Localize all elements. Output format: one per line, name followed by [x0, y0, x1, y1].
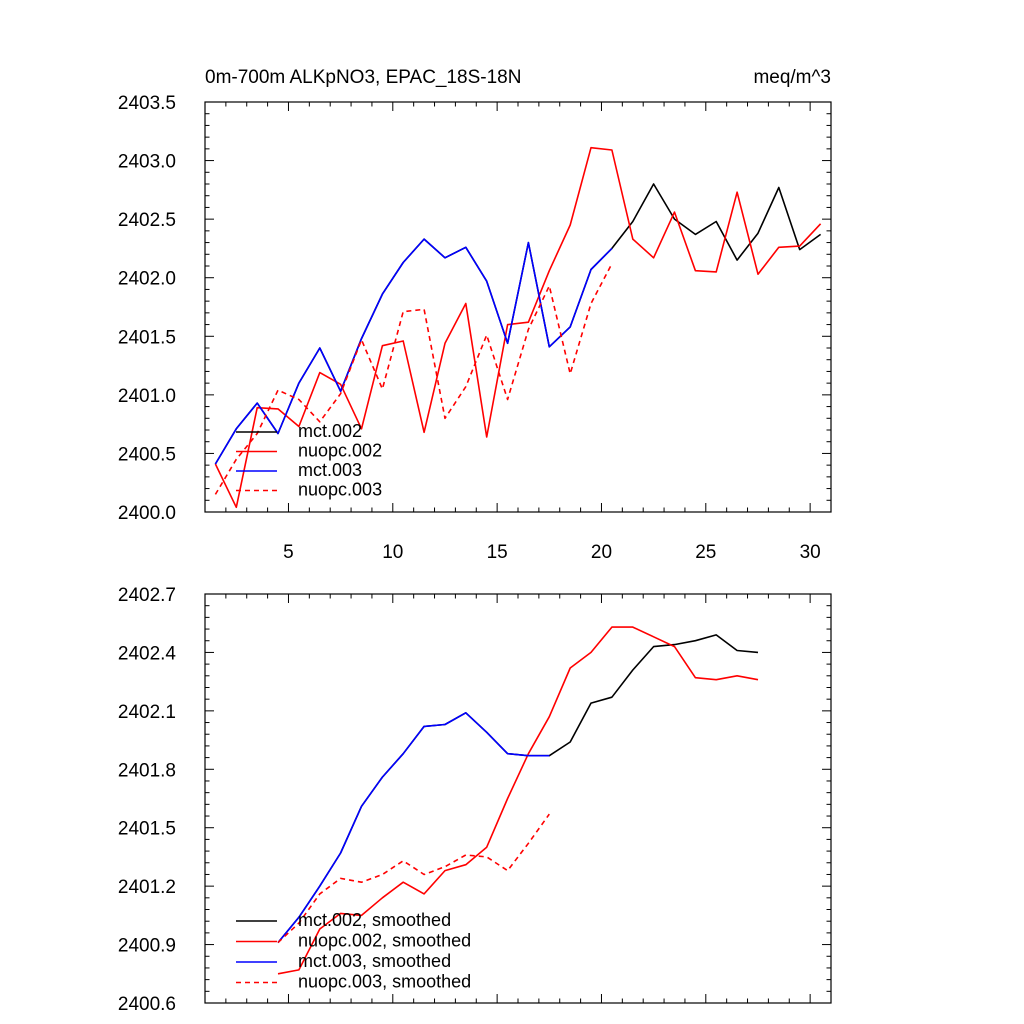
- legend-label: mct.002: [298, 421, 362, 441]
- y-tick-label: 2401.8: [118, 760, 176, 781]
- y-tick-label: 2402.4: [118, 643, 177, 664]
- legend-label: nuopc.003: [298, 480, 382, 500]
- y-tick-label: 2401.5: [118, 819, 176, 840]
- y-tick-label: 2401.2: [118, 877, 176, 898]
- legend-label: mct.002, smoothed: [298, 910, 451, 930]
- y-tick-label: 2403.0: [118, 152, 176, 173]
- legend-label: nuopc.002: [298, 441, 382, 461]
- y-tick-label: 2402.7: [118, 585, 176, 606]
- legend-label: nuopc.003, smoothed: [298, 972, 471, 992]
- series-line-nuopc-003: [214, 263, 613, 495]
- y-tick-label: 2401.5: [118, 327, 176, 348]
- y-tick-label: 2400.9: [118, 936, 176, 957]
- series-line-mct-003: [214, 238, 613, 465]
- y-tick-label: 2401.0: [118, 386, 176, 407]
- top-panel: 5 10 15 20 25 30 2400.0 2400.5 2401.0 2401.5 2402.…: [118, 67, 832, 563]
- chart-title: 0m-700m ALKpNO3, EPAC_18S-18N: [205, 67, 521, 88]
- x-tick-label: 10: [382, 542, 403, 563]
- series-line-mct-002-smoothed: [277, 634, 759, 944]
- bottom-panel: 2400.6 2400.9 2401.2 2401.5 2401.8 2402.1 2402…: [118, 585, 832, 1015]
- x-tick-label: 20: [591, 542, 612, 563]
- series-line-nuopc-002: [214, 146, 822, 509]
- y-tick-label: 2400.0: [118, 503, 176, 524]
- y-tick-label: 2400.6: [118, 994, 176, 1015]
- x-tick-label: 5: [283, 542, 294, 563]
- x-tick-label: 30: [800, 542, 821, 563]
- x-tick-label: 25: [695, 542, 716, 563]
- y-tick-label: 2402.5: [118, 210, 176, 231]
- y-tick-label: 2403.5: [118, 93, 176, 114]
- series-line-nuopc-003-smoothed: [277, 813, 550, 944]
- chart-units: meq/m^3: [753, 67, 831, 88]
- y-tick-label: 2400.5: [118, 444, 176, 465]
- series-line-mct-003-smoothed: [277, 711, 550, 944]
- y-tick-label: 2402.1: [118, 702, 176, 723]
- y-tick-label: 2402.0: [118, 269, 176, 290]
- legend-label: mct.003: [298, 460, 362, 480]
- series-line-nuopc-002-smoothed: [277, 626, 759, 975]
- x-tick-label: 15: [487, 542, 508, 563]
- legend-label: mct.003, smoothed: [298, 951, 451, 971]
- legend-label: nuopc.002, smoothed: [298, 931, 471, 951]
